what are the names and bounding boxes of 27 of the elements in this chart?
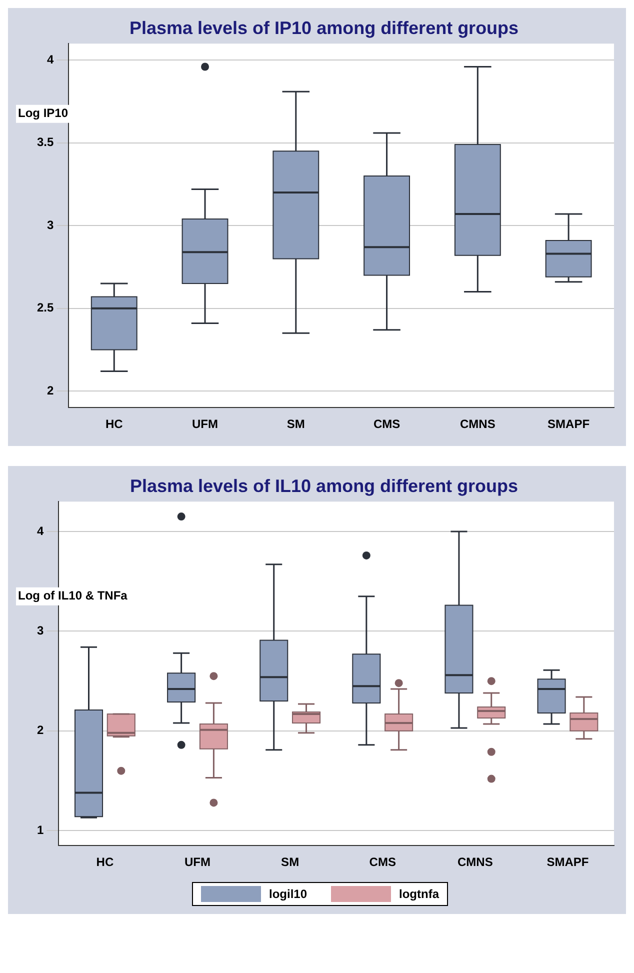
y-axis-title: Log IP10 (18, 106, 68, 120)
legend-label: logtnfa (399, 887, 439, 901)
x-tick-label: CMS (369, 855, 396, 870)
y-tick-label: 1 (36, 822, 44, 837)
y-tick-label: 2 (36, 723, 44, 738)
x-tick-label: UFM (184, 855, 211, 870)
x-tick-label: UFM (192, 417, 218, 432)
y-tick-label: 3.5 (36, 135, 54, 150)
x-tick-label: SMAPF (546, 855, 589, 870)
x-tick-label: CMNS (460, 417, 496, 432)
y-tick-label: 4 (36, 524, 44, 538)
x-tick-label: CMNS (457, 855, 493, 870)
x-tick-label: CMS (373, 417, 400, 432)
y-tick-label: 2 (46, 383, 54, 398)
x-tick-label: SM (281, 855, 300, 870)
x-tick-label: SMAPF (548, 417, 590, 432)
x-tick-label: SM (286, 417, 305, 432)
chart-title: Plasma levels of IL10 among different groups (130, 476, 518, 496)
x-tick-label: HC (105, 417, 124, 432)
y-tick-label: 4 (46, 52, 54, 66)
y-tick-label: 3 (36, 624, 44, 638)
y-tick-label: 3 (46, 218, 54, 232)
chart-title: Plasma levels of IP10 among different groups (129, 18, 519, 38)
y-axis-title: Log of IL10 & TNFa (18, 588, 128, 603)
y-tick-label: 2.5 (36, 300, 54, 315)
legend-label: logil10 (268, 887, 307, 901)
x-tick-label: HC (96, 855, 114, 870)
